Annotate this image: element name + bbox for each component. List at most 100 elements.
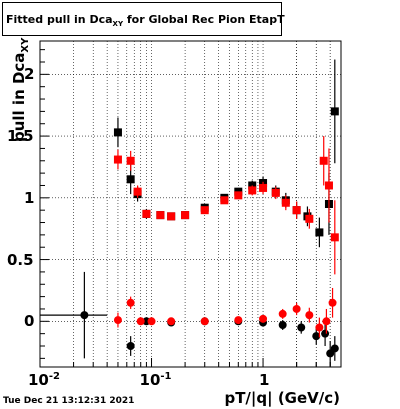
red-data-point	[220, 196, 229, 205]
red-circle-marker	[234, 316, 243, 325]
black-circle-marker	[321, 329, 330, 338]
red-square-marker	[305, 214, 314, 223]
red-square-marker	[281, 198, 290, 207]
x-tick-label: 10-1	[139, 371, 172, 389]
red-square-marker	[292, 206, 301, 215]
red-data-point	[248, 185, 257, 196]
red-circle-marker	[126, 298, 135, 307]
red-square-marker	[234, 191, 243, 200]
black-circle-marker	[126, 342, 135, 351]
red-square-marker	[271, 188, 280, 197]
black-circle-marker	[330, 344, 339, 353]
grid-lines	[40, 41, 342, 367]
y-tick-label: 1.5	[7, 127, 34, 146]
plot-frame	[39, 40, 342, 368]
red-data-point	[259, 181, 268, 195]
red-square-marker	[330, 233, 339, 242]
red-data-point	[126, 150, 135, 171]
black-data-point	[113, 117, 122, 148]
y-tick-label: 2	[24, 65, 35, 84]
red-data-point	[234, 316, 243, 325]
red-data-point	[181, 211, 190, 220]
red-circle-marker	[200, 317, 209, 326]
x-tick-label: 1	[259, 371, 270, 389]
black-data-point	[330, 59, 339, 164]
red-data-point	[292, 302, 301, 316]
y-tick-label: 0.5	[7, 250, 34, 269]
red-square-marker	[181, 211, 190, 220]
red-square-marker	[259, 183, 268, 192]
x-tick-label: 10-2	[28, 371, 60, 389]
black-data-point	[297, 321, 306, 334]
title-rest: for Global Rec Pion EtapT	[123, 13, 285, 26]
black-square-marker	[315, 228, 324, 237]
black-circle-marker	[80, 311, 89, 320]
black-square-marker	[113, 128, 122, 137]
red-circle-marker	[328, 298, 337, 307]
red-circle-marker	[147, 317, 156, 326]
timestamp: Tue Dec 21 13:12:31 2021	[3, 396, 135, 406]
data-marks	[40, 59, 339, 366]
red-data-point	[315, 317, 324, 338]
red-circle-marker	[292, 304, 301, 313]
red-data-point	[330, 200, 339, 275]
title-subscript: XY	[112, 20, 124, 28]
red-data-point	[147, 317, 156, 326]
title-main: Fitted pull in Dca	[6, 13, 113, 26]
black-square-marker	[330, 107, 339, 116]
y-tick-label: 1	[24, 188, 35, 207]
red-circle-marker	[322, 317, 331, 326]
black-square-marker	[126, 175, 135, 184]
plot-title: Fitted pull in DcaXY for Global Rec Pion…	[2, 2, 285, 36]
red-data-point	[278, 308, 287, 319]
black-square-marker	[248, 181, 257, 190]
red-square-marker	[167, 212, 176, 221]
red-square-marker	[142, 209, 151, 218]
red-data-point	[136, 317, 145, 326]
red-circle-marker	[136, 317, 145, 326]
red-square-marker	[324, 181, 333, 190]
red-data-point	[305, 208, 314, 229]
red-square-marker	[113, 155, 122, 164]
ylabel-subscript: XY	[20, 37, 31, 53]
red-circle-marker	[278, 309, 287, 318]
red-data-point	[322, 308, 331, 334]
red-circle-marker	[113, 316, 122, 325]
red-data-point	[292, 201, 301, 219]
red-data-point	[167, 212, 176, 221]
red-square-marker	[319, 156, 328, 165]
black-data-point	[278, 320, 287, 330]
black-data-point	[40, 271, 108, 359]
red-square-marker	[200, 206, 209, 215]
red-square-marker	[126, 156, 135, 165]
red-circle-marker	[167, 317, 176, 326]
black-data-point	[312, 327, 321, 345]
y-axis-label: pull in DcaXY	[10, 32, 31, 142]
red-data-point	[324, 148, 333, 223]
red-data-point	[200, 317, 209, 326]
red-data-point	[328, 287, 337, 318]
red-data-point	[259, 314, 268, 323]
red-circle-marker	[305, 311, 314, 320]
red-square-marker	[248, 186, 257, 195]
red-data-point	[167, 317, 176, 326]
red-circle-marker	[315, 323, 324, 332]
red-data-point	[200, 206, 209, 215]
red-data-point	[305, 307, 314, 323]
red-square-marker	[133, 187, 142, 196]
red-square-marker	[156, 211, 165, 220]
x-axis-label: pT/|q| (GeV/c)	[224, 389, 340, 407]
black-data-point	[126, 336, 135, 356]
black-circle-marker	[297, 323, 306, 332]
red-data-point	[113, 149, 122, 170]
black-data-point	[315, 217, 324, 248]
red-data-point	[113, 312, 122, 328]
red-data-point	[271, 186, 280, 200]
red-data-point	[142, 209, 151, 218]
y-tick-label: 0	[24, 312, 35, 331]
red-data-point	[281, 195, 290, 211]
red-circle-marker	[259, 314, 268, 323]
black-circle-marker	[312, 332, 321, 341]
red-data-point	[133, 185, 142, 198]
